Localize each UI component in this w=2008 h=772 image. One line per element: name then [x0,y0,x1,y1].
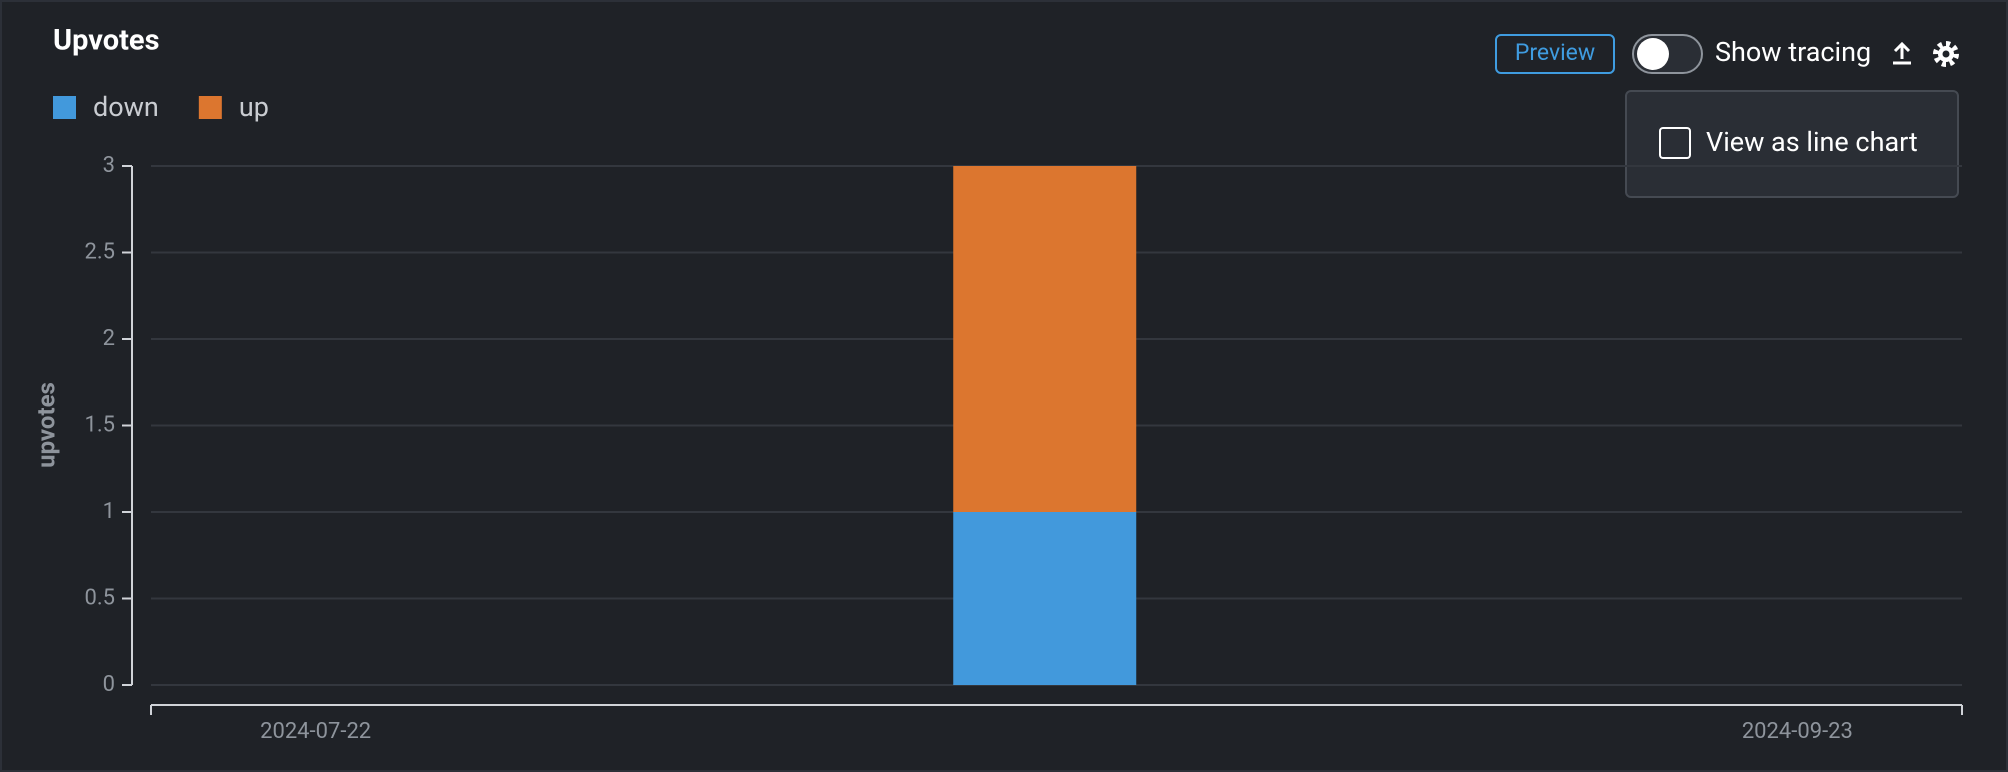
y-tick-label: 1.5 [84,412,115,437]
toggle-knob [1637,38,1669,70]
y-tick-label: 2 [103,326,115,351]
y-tick-label: 0.5 [84,585,115,610]
show-tracing-label: Show tracing [1715,36,1871,68]
y-tick-label: 0 [103,672,115,697]
y-axis-label: upvotes [32,382,60,468]
x-tick-label: 2024-09-23 [1742,719,1853,744]
x-tick-label: 2024-07-22 [260,719,371,744]
chart-title: Upvotes [53,24,159,58]
y-tick-label: 2.5 [84,239,115,264]
export-icon[interactable] [1893,41,1911,65]
settings-menu [1625,90,1959,198]
y-tick-label: 3 [103,153,115,178]
menu-item-label: View as line chart [1706,126,1918,158]
toolbar: Preview Show tracing View as line chart [1495,34,1959,198]
preview-label: Preview [1515,39,1595,66]
legend-label: down [93,91,159,123]
legend-swatch [53,96,76,119]
y-tick-label: 1 [103,499,115,524]
settings-icon[interactable] [1933,41,1959,67]
bar-segment [953,166,1137,512]
legend-swatch [198,96,222,119]
legend-label: up [239,91,269,123]
bar-segment [953,512,1137,685]
line-chart-checkbox[interactable] [1659,127,1691,159]
preview-button[interactable] [1495,34,1615,74]
